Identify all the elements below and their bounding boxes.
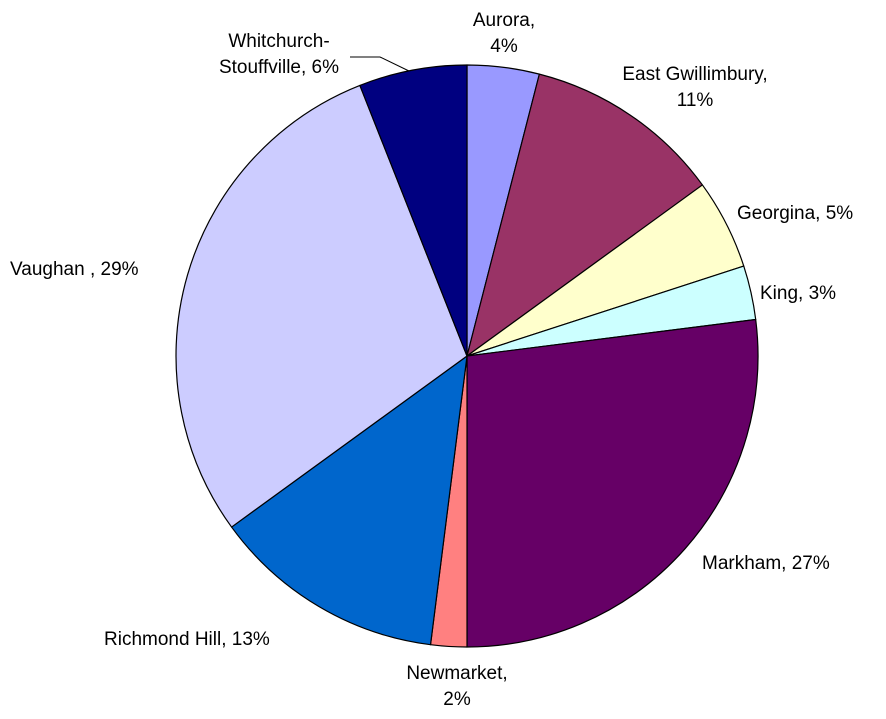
slice-label-aurora: Aurora, 4% bbox=[473, 10, 535, 57]
pie-slice-whitchurch-stouffville bbox=[359, 64, 468, 357]
slice-label-whitchurch-stouffville: Whitchurch- Stouffville, 6% bbox=[219, 31, 339, 78]
slice-label-richmond-hill: Richmond Hill, 13% bbox=[104, 629, 270, 650]
slice-label-line: Georgina, 5% bbox=[737, 203, 853, 224]
pie-slice-richmond-hill bbox=[230, 355, 468, 646]
pie-slice-east-gwillimbury bbox=[466, 73, 704, 357]
slice-label-georgina: Georgina, 5% bbox=[737, 203, 853, 224]
slice-label-line: Aurora, bbox=[473, 10, 535, 31]
slice-label-line: 11% bbox=[677, 90, 714, 111]
slice-label-vaughan: Vaughan , 29% bbox=[10, 259, 139, 280]
slice-label-line: Markham, 27% bbox=[702, 553, 830, 574]
leader-lines bbox=[350, 56, 410, 72]
slice-label-line: Whitchurch- bbox=[228, 31, 329, 52]
slice-labels: Aurora, 4% East Gwillimbury, 11% Georgina, 5… bbox=[10, 10, 853, 710]
slice-label-line: Stouffville, 6% bbox=[219, 57, 339, 78]
slice-label-newmarket: Newmarket, 2% bbox=[406, 663, 507, 710]
pie-slice-markham bbox=[466, 318, 759, 648]
slice-label-king: King, 3% bbox=[760, 283, 836, 304]
slice-label-east-gwillimbury: East Gwillimbury, 11% bbox=[622, 64, 767, 111]
pie-slice-vaughan bbox=[175, 84, 468, 528]
slice-label-line: King, 3% bbox=[760, 283, 836, 304]
leader-line-whitchurch-stouffville bbox=[350, 56, 410, 72]
slice-label-line: 4% bbox=[490, 36, 518, 57]
slice-label-line: Newmarket, bbox=[406, 663, 507, 684]
slice-label-line: Richmond Hill, 13% bbox=[104, 629, 270, 650]
pie-slices bbox=[175, 64, 759, 648]
slice-label-line: East Gwillimbury, bbox=[622, 64, 767, 85]
slice-label-line: 2% bbox=[443, 689, 471, 710]
slice-label-markham: Markham, 27% bbox=[702, 553, 830, 574]
slice-label-line: Vaughan , 29% bbox=[10, 259, 139, 280]
